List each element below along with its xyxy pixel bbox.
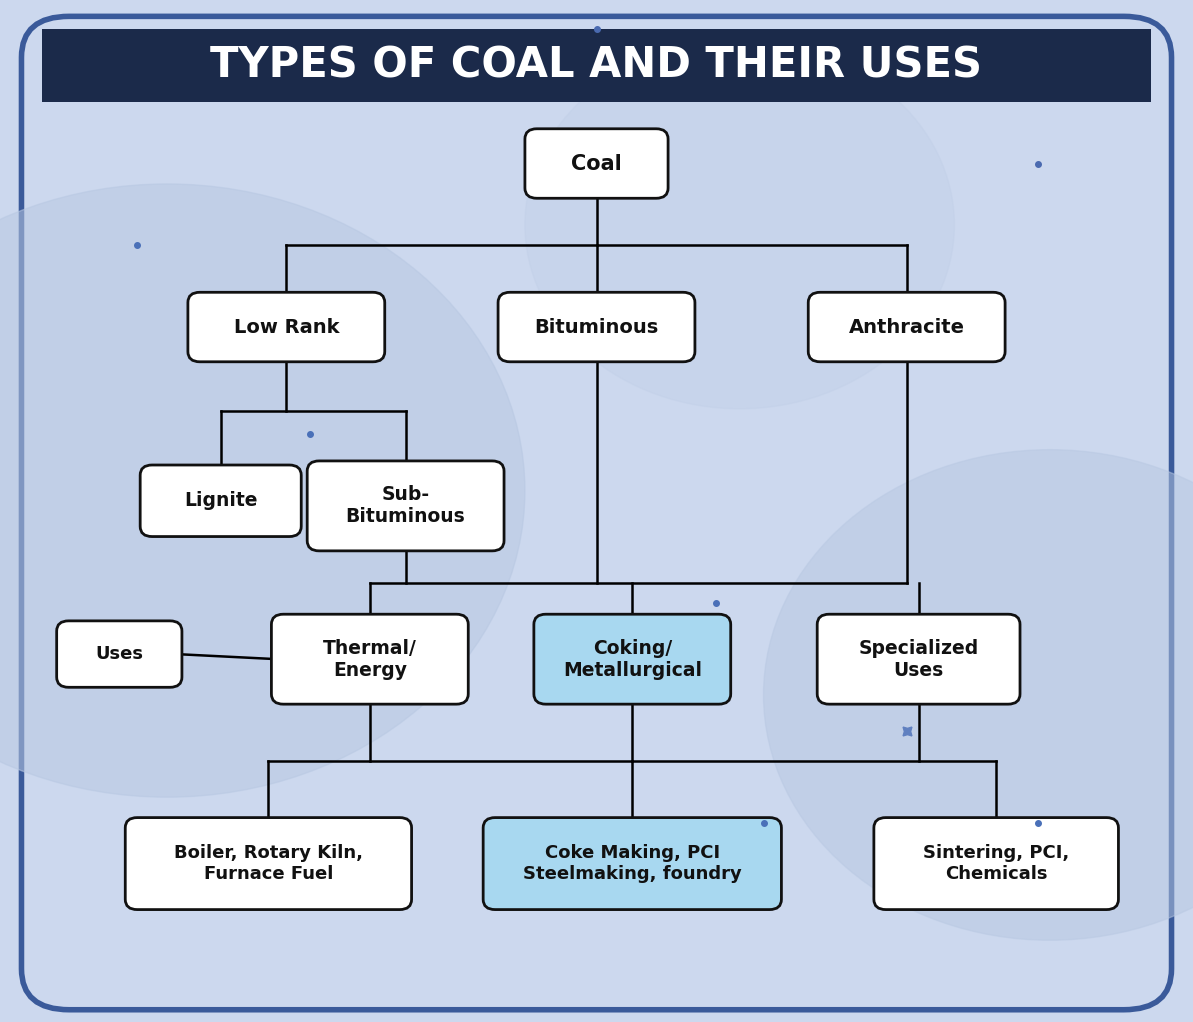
FancyBboxPatch shape [187,292,384,362]
FancyBboxPatch shape [308,461,503,551]
FancyBboxPatch shape [817,614,1020,704]
FancyBboxPatch shape [42,29,1151,102]
FancyBboxPatch shape [483,818,781,910]
Circle shape [525,41,954,409]
Text: Specialized
Uses: Specialized Uses [859,639,978,680]
Text: TYPES OF COAL AND THEIR USES: TYPES OF COAL AND THEIR USES [210,44,983,87]
FancyBboxPatch shape [140,465,301,537]
Text: Uses: Uses [95,645,143,663]
Text: Anthracite: Anthracite [848,318,965,336]
Text: Coke Making, PCI
Steelmaking, foundry: Coke Making, PCI Steelmaking, foundry [523,844,742,883]
Text: Boiler, Rotary Kiln,
Furnace Fuel: Boiler, Rotary Kiln, Furnace Fuel [174,844,363,883]
FancyBboxPatch shape [271,614,468,704]
Text: Low Rank: Low Rank [234,318,339,336]
Text: Coking/
Metallurgical: Coking/ Metallurgical [563,639,701,680]
Circle shape [764,450,1193,940]
Text: Sintering, PCI,
Chemicals: Sintering, PCI, Chemicals [923,844,1069,883]
FancyBboxPatch shape [525,129,668,198]
Circle shape [0,184,525,797]
Text: Lignite: Lignite [184,492,258,510]
FancyBboxPatch shape [125,818,412,910]
FancyBboxPatch shape [873,818,1119,910]
FancyBboxPatch shape [809,292,1005,362]
Text: Coal: Coal [571,153,622,174]
FancyBboxPatch shape [57,621,181,688]
FancyBboxPatch shape [499,292,694,362]
Text: Bituminous: Bituminous [534,318,659,336]
FancyBboxPatch shape [534,614,730,704]
Text: Thermal/
Energy: Thermal/ Energy [323,639,416,680]
FancyBboxPatch shape [21,16,1172,1010]
Text: Sub-
Bituminous: Sub- Bituminous [346,485,465,526]
